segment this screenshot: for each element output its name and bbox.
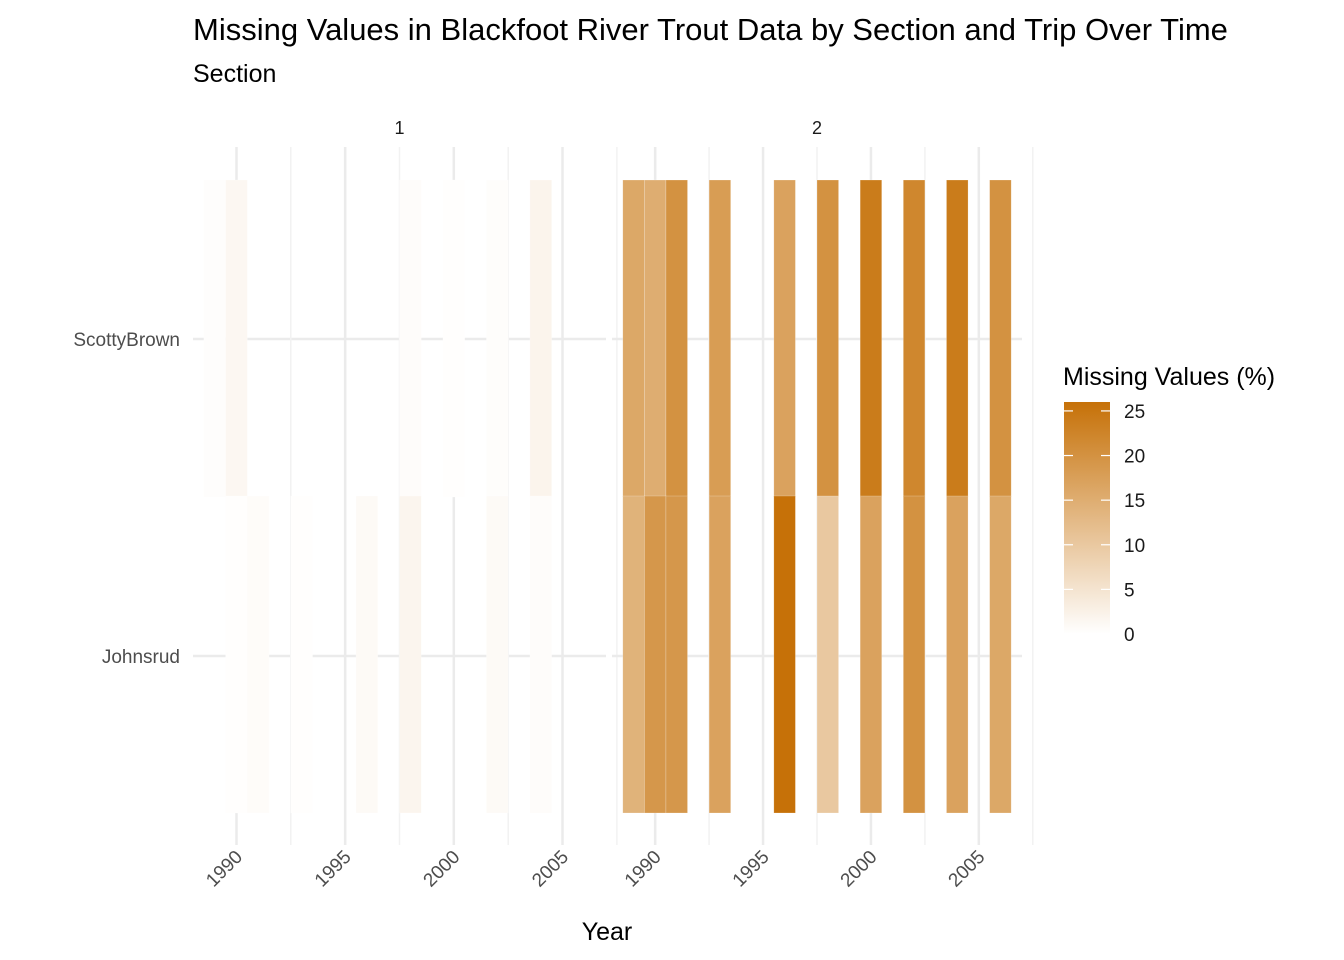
chart-subtitle: Section (193, 60, 276, 88)
heatmap-cell (442, 179, 466, 498)
heatmap-cell (665, 495, 688, 814)
heatmap-cell (816, 179, 839, 498)
heatmap-cell (225, 495, 248, 814)
heatmap-cell (399, 179, 422, 498)
heatmap-cell (989, 495, 1012, 814)
legend-title: Missing Values (%) (1063, 363, 1275, 391)
heatmap-cell (903, 179, 926, 498)
chart-title: Missing Values in Blackfoot River Trout … (193, 12, 1228, 47)
heatmap-cell (355, 495, 379, 814)
heatmap-cell (989, 179, 1012, 498)
heatmap-cell (859, 179, 883, 498)
heatmap-cell (903, 495, 926, 814)
heatmap-cell (622, 179, 645, 498)
legend-tick-label: 10 (1124, 536, 1145, 557)
y-tick-label: Johnsrud (102, 647, 180, 668)
x-tick-label: 2005 (945, 847, 990, 892)
heatmap-cell (816, 495, 839, 814)
y-tick-label: ScottyBrown (73, 330, 180, 351)
legend-tick-label: 20 (1124, 447, 1145, 468)
heatmap-cell (247, 495, 270, 814)
x-axis-title: Year (582, 918, 633, 946)
legend: Missing Values (%) 0 5 10 15 20 25 (1063, 363, 1275, 646)
x-tick-label: 1995 (729, 847, 774, 892)
heatmap-cell (529, 495, 552, 814)
heatmap-cell (203, 179, 226, 498)
legend-tick-label: 0 (1124, 625, 1135, 646)
legend-colorbar (1064, 402, 1110, 634)
heatmap-cell (644, 179, 667, 498)
legend-ticks: 0 5 10 15 20 25 (1064, 402, 1145, 646)
x-tick-label: 1990 (621, 847, 666, 892)
x-tick-label: 2005 (528, 847, 573, 892)
heatmap-cell (529, 179, 552, 498)
heatmap-cell (946, 179, 969, 498)
legend-tick-label: 15 (1124, 491, 1145, 512)
heatmap-cell (225, 179, 248, 498)
heatmap-cell (773, 495, 796, 814)
heatmap-cell (665, 179, 688, 498)
x-tick-label: 1995 (311, 847, 356, 892)
heatmap-cell (708, 495, 731, 814)
facet-strip-label: 2 (812, 118, 822, 138)
heatmap-cell (486, 495, 509, 814)
heatmap-cells (203, 179, 1012, 814)
heatmap-cell (773, 179, 796, 498)
heatmap-cell (708, 179, 731, 498)
heatmap-cell (859, 495, 883, 814)
heatmap-cell (946, 495, 969, 814)
heatmap-cell (644, 495, 667, 814)
heatmap-cell (290, 495, 313, 814)
facet-strip-label: 1 (394, 118, 404, 138)
legend-tick-label: 5 (1124, 580, 1135, 601)
heatmap-cell (399, 495, 422, 814)
heatmap-cell (622, 495, 645, 814)
legend-tick-label: 25 (1124, 402, 1145, 423)
x-tick-label: 2000 (837, 847, 882, 892)
x-tick-label: 2000 (420, 847, 465, 892)
heatmap-cell (486, 179, 509, 498)
x-tick-label: 1990 (202, 847, 247, 892)
